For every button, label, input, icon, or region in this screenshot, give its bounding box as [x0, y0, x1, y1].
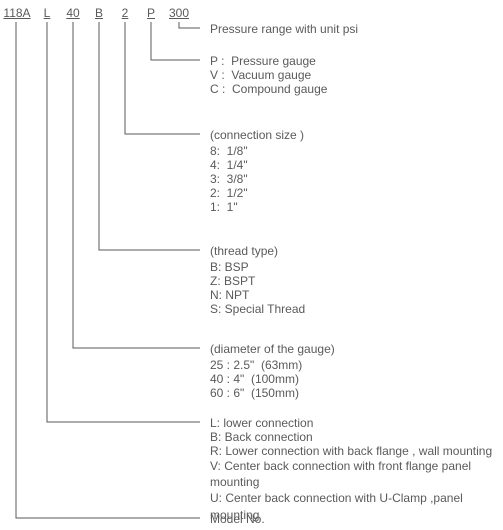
connection-pos-block: L: lower connection B: Back connection R… [210, 416, 495, 523]
code-seg-connection-pos: L [34, 6, 60, 20]
code-row: 118A L 40 B 2 P 300 [0, 6, 194, 20]
connection-size-row: 3: 3/8" [210, 172, 304, 186]
code-seg-thread: B [86, 6, 112, 20]
code-seg-gauge-type: P [138, 6, 164, 20]
connection-size-header: (connection size ) [210, 128, 304, 142]
diameter-row: 25 : 2.5" (63mm) [210, 358, 335, 372]
thread-type-header: (thread type) [210, 244, 305, 258]
code-seg-diameter: 40 [60, 6, 86, 20]
gauge-type-row: P : Pressure gauge [210, 54, 327, 68]
diameter-header: (diameter of the gauge) [210, 342, 335, 356]
gauge-type-block: P : Pressure gauge V : Vacuum gauge C : … [210, 54, 327, 96]
connection-size-row: 1: 1" [210, 200, 304, 214]
thread-type-row: N: NPT [210, 288, 305, 302]
code-seg-model: 118A [0, 6, 34, 20]
connection-size-block: (connection size ) 8: 1/8" 4: 1/4" 3: 3/… [210, 128, 304, 214]
thread-type-row: Z: BSPT [210, 274, 305, 288]
code-seg-pressure-range: 300 [164, 6, 194, 20]
connection-pos-row: L: lower connection [210, 416, 495, 430]
diameter-row: 40 : 4" (100mm) [210, 372, 335, 386]
gauge-type-row: C : Compound gauge [210, 82, 327, 96]
connection-pos-row: R: Lower connection with back flange , w… [210, 444, 495, 458]
pressure-range-label: Pressure range with unit psi [210, 22, 358, 36]
thread-type-row: S: Special Thread [210, 302, 305, 316]
thread-type-block: (thread type) B: BSP Z: BSPT N: NPT S: S… [210, 244, 305, 316]
gauge-type-row: V : Vacuum gauge [210, 68, 327, 82]
connection-size-row: 4: 1/4" [210, 158, 304, 172]
diameter-block: (diameter of the gauge) 25 : 2.5" (63mm)… [210, 342, 335, 400]
connection-size-row: 8: 1/8" [210, 144, 304, 158]
pressure-range-block: Pressure range with unit psi [210, 22, 358, 36]
model-no-label: Model No. [210, 512, 265, 526]
thread-type-row: B: BSP [210, 260, 305, 274]
connection-size-row: 2: 1/2" [210, 186, 304, 200]
code-seg-connection-size: 2 [112, 6, 138, 20]
connection-pos-row: V: Center back connection with front fla… [210, 458, 495, 490]
diameter-row: 60 : 6" (150mm) [210, 386, 335, 400]
connection-pos-row: B: Back connection [210, 430, 495, 444]
model-no-block: Model No. [210, 512, 265, 526]
